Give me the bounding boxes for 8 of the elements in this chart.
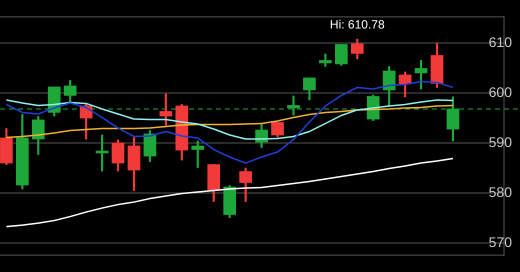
candlestick bbox=[319, 54, 332, 67]
y-tick-label: 600 bbox=[488, 84, 512, 100]
candlestick bbox=[96, 134, 108, 172]
y-tick-label: 610 bbox=[488, 34, 512, 50]
y-tick-label: 590 bbox=[488, 134, 512, 150]
y-tick-label: 580 bbox=[488, 184, 512, 200]
y-tick-label: 570 bbox=[488, 234, 512, 250]
annotation: Hi: 610.78 bbox=[330, 17, 385, 32]
